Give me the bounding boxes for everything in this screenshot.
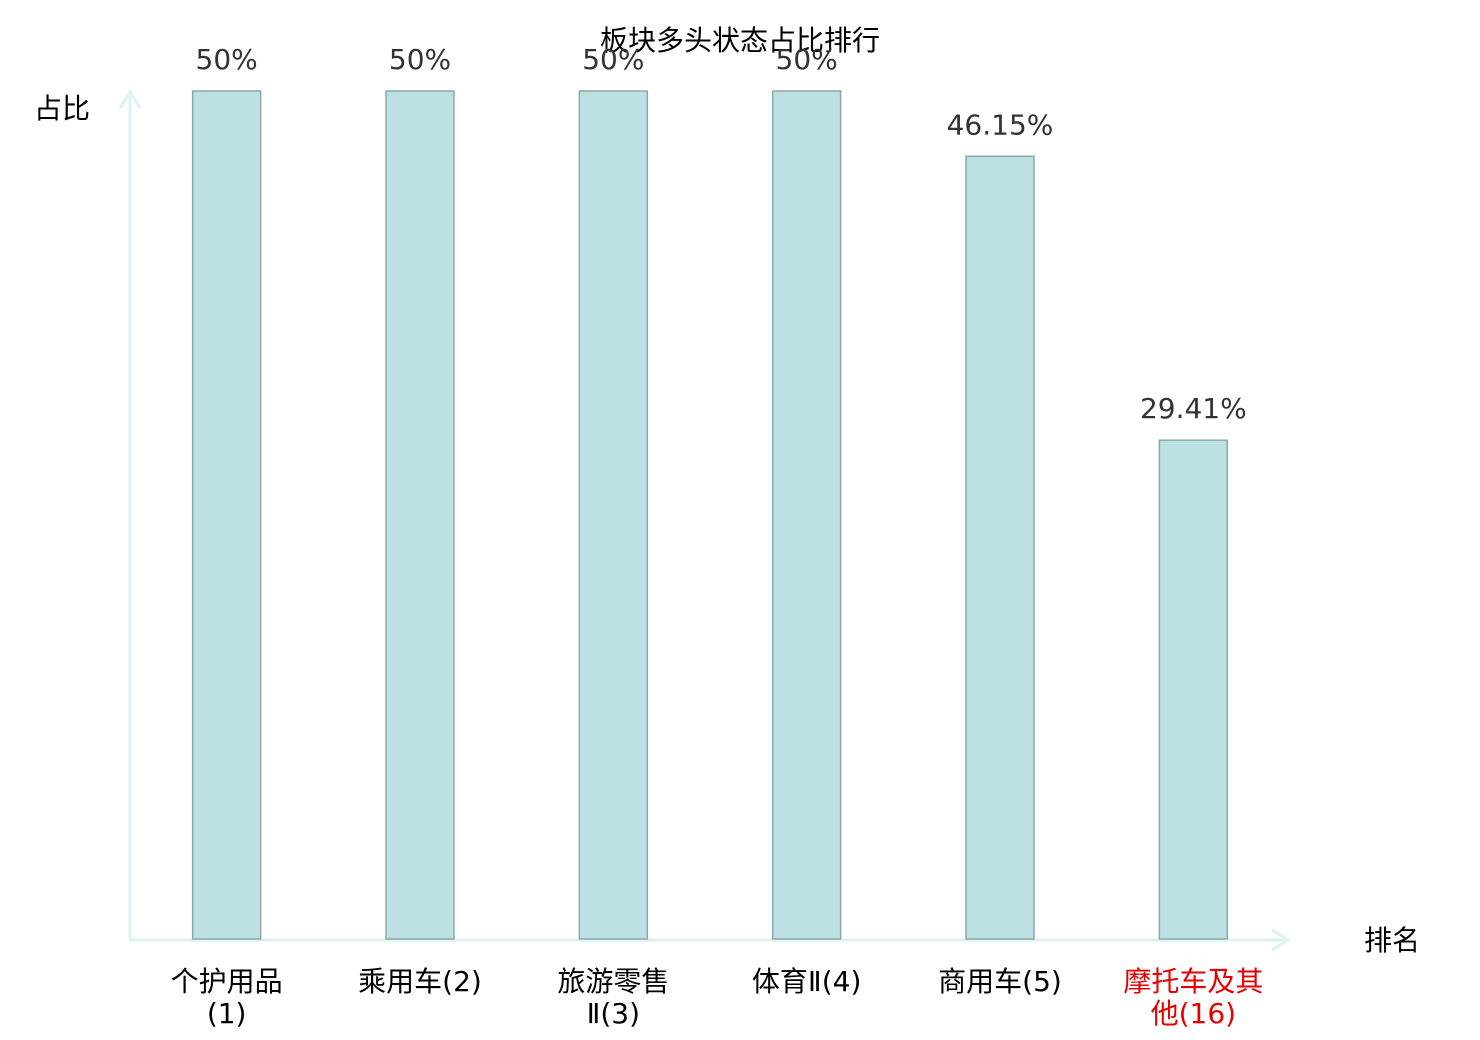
value-label: 50% (196, 43, 258, 76)
chart-title: 板块多头状态占比排行 (600, 24, 880, 57)
value-label: 29.41% (1140, 392, 1247, 425)
bar (385, 90, 455, 940)
x-tick-label: 乘用车(2) (358, 965, 482, 998)
value-label: 50% (776, 43, 838, 76)
bar (771, 90, 842, 940)
value-label: 46.15% (947, 108, 1054, 141)
y-axis-arrow (118, 89, 142, 109)
x-tick-label: 体育Ⅱ(4) (751, 965, 862, 998)
x-tick-label: 商用车(5) (938, 965, 1062, 998)
value-label: 50% (389, 43, 451, 76)
value-label: 50% (582, 43, 644, 76)
x-axis-arrow (1271, 928, 1291, 952)
y-axis-label: 占比 (34, 92, 90, 125)
bar (965, 155, 1035, 940)
bar (578, 90, 649, 940)
x-tick-label: 旅游零售Ⅱ(3) (557, 965, 670, 1030)
bar (1158, 439, 1229, 940)
x-tick-label: 个护用品(1) (170, 965, 283, 1030)
x-tick-label: 摩托车及其他(16) (1123, 965, 1264, 1030)
x-axis-label: 排名 (1364, 924, 1420, 957)
bar (191, 90, 262, 940)
